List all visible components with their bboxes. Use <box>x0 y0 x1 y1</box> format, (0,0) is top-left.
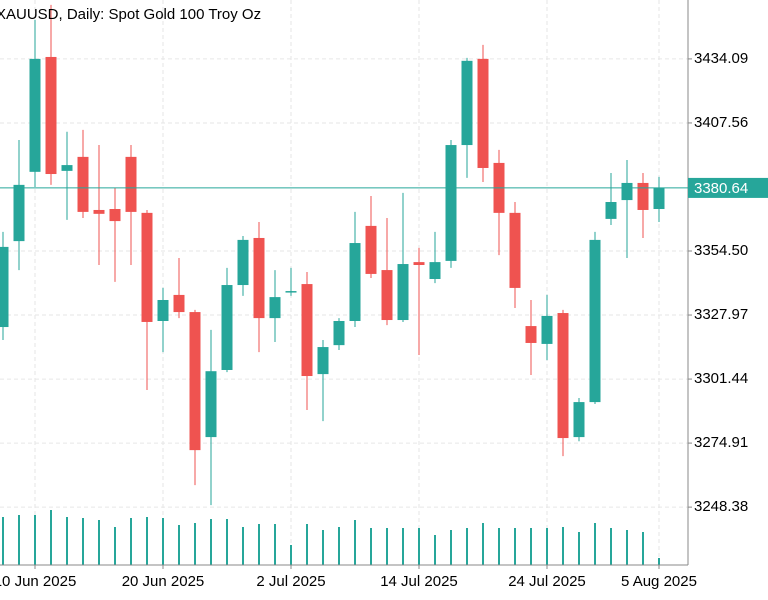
candle-body <box>637 182 649 210</box>
candle-body <box>141 212 153 322</box>
candle-body <box>253 237 265 319</box>
candle-body <box>525 326 537 343</box>
y-tick-label: 3274.91 <box>694 434 748 451</box>
candle-body <box>205 371 217 438</box>
candle-body <box>605 202 617 219</box>
x-tick-label: 5 Aug 2025 <box>621 573 697 590</box>
candle-body <box>477 58 489 168</box>
x-tick-label: 2 Jul 2025 <box>256 573 325 590</box>
candle-body <box>237 239 249 286</box>
y-tick-label: 3434.09 <box>694 50 748 67</box>
y-tick-label: 3301.44 <box>694 370 748 387</box>
candle-body <box>541 315 553 344</box>
candle-body <box>93 209 105 214</box>
candle-body <box>397 264 409 321</box>
candle-body <box>301 284 313 377</box>
candle-body <box>125 156 137 212</box>
candle-body <box>333 320 345 346</box>
candle-body <box>621 182 633 201</box>
candle-body <box>429 262 441 280</box>
candle-body <box>45 56 57 175</box>
candle-body <box>445 145 457 261</box>
x-tick-label: 10 Jun 2025 <box>0 573 76 590</box>
candle-body <box>61 165 73 171</box>
y-tick-label: 3407.56 <box>694 114 748 131</box>
candle-body <box>317 347 329 375</box>
candle-body <box>157 299 169 321</box>
marks <box>0 4 665 565</box>
candle-body <box>413 262 425 266</box>
y-tick-label: 3248.38 <box>694 498 748 515</box>
candle-body <box>557 313 569 439</box>
candle-body <box>173 294 185 313</box>
candle-body <box>109 209 121 222</box>
candle-body <box>0 246 9 328</box>
candle-body <box>589 239 601 403</box>
chart-title: XAUUSD, Daily: Spot Gold 100 Troy Oz <box>0 6 261 23</box>
candle-body <box>221 285 233 370</box>
candle-body <box>29 58 41 172</box>
candle-body <box>349 243 361 321</box>
y-tick-label: 3327.97 <box>694 306 748 323</box>
candle-body <box>189 312 201 451</box>
candle-body <box>13 184 25 242</box>
y-tick-label: 3354.50 <box>694 242 748 259</box>
candle-body <box>269 297 281 319</box>
x-tick-label: 14 Jul 2025 <box>380 573 458 590</box>
last-price-label: 3380.64 <box>694 180 748 197</box>
last-price-box <box>688 177 768 198</box>
candle-body <box>365 225 377 274</box>
x-tick-label: 20 Jun 2025 <box>122 573 205 590</box>
candle-body <box>573 402 585 438</box>
candle-body <box>381 270 393 321</box>
candle-body <box>77 156 89 212</box>
candle-body <box>509 212 521 288</box>
candle-body <box>285 291 297 293</box>
candle-body <box>653 187 665 210</box>
x-tick-label: 24 Jul 2025 <box>508 573 586 590</box>
candle-body <box>461 60 473 146</box>
